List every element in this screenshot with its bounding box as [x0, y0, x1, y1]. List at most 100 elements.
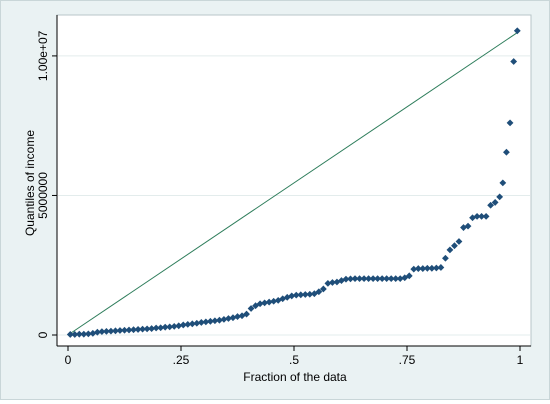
x-tick-label: 1 [517, 353, 524, 367]
y-tick-label: 5000000 [36, 172, 50, 219]
data-point [396, 275, 404, 283]
data-point [351, 275, 359, 283]
data-point [112, 327, 119, 335]
data-point [80, 330, 88, 338]
data-point [107, 327, 115, 335]
data-point [261, 299, 269, 307]
data-point [496, 193, 504, 201]
data-point [103, 327, 110, 335]
data-point [197, 319, 205, 326]
data-point [211, 317, 219, 325]
data-point [121, 326, 128, 334]
data-point [93, 328, 101, 336]
data-point [432, 264, 440, 272]
data-point [301, 291, 309, 298]
x-tick-label: 0 [65, 353, 72, 367]
data-point [206, 317, 214, 325]
data-point [270, 297, 278, 305]
data-point [130, 326, 137, 334]
data-point [220, 315, 228, 323]
data-point [513, 27, 521, 35]
data-point [487, 201, 495, 209]
y-tick-label: 0 [36, 331, 50, 338]
reference-line-layer [67, 30, 521, 336]
data-point [324, 279, 332, 287]
data-point [84, 330, 92, 338]
data-point [247, 305, 255, 312]
x-tick-label: .75 [399, 353, 416, 367]
data-point [234, 313, 241, 320]
data-point [66, 331, 74, 338]
data-point [423, 264, 431, 272]
data-point [202, 318, 210, 326]
data-point [71, 331, 79, 338]
data-point [510, 58, 518, 65]
data-point [410, 265, 418, 273]
data-point [225, 315, 232, 322]
data-point [157, 324, 165, 332]
data-point [473, 212, 481, 220]
data-point [134, 326, 142, 333]
data-point [464, 222, 472, 230]
data-point [478, 212, 485, 220]
data-point [414, 265, 422, 272]
data-point [356, 275, 363, 283]
data-point [148, 325, 156, 332]
y-tick-label: 1.00e+07 [36, 30, 50, 81]
data-point [428, 264, 436, 272]
data-point [193, 319, 201, 327]
data-point [499, 179, 507, 187]
data-point [243, 310, 250, 318]
data-point [329, 279, 336, 286]
grid-lines [58, 55, 530, 336]
data-point [297, 291, 305, 299]
data-point [482, 212, 490, 220]
data-points [66, 27, 521, 338]
x-tick-label: .5 [289, 353, 299, 367]
data-point [387, 275, 395, 283]
data-point [161, 323, 169, 331]
data-point [179, 321, 187, 329]
data-point [347, 275, 354, 283]
data-point [229, 314, 237, 322]
data-point [98, 328, 106, 336]
x-tick-label: .25 [173, 353, 190, 367]
data-point [460, 224, 467, 231]
x-axis-label: Fraction of the data [243, 370, 347, 384]
data-point [369, 275, 377, 283]
data-point [89, 329, 97, 337]
tick-labels: 0 .25 .5 .75 1 0 5000000 1.00e+07 [36, 30, 524, 367]
data-point [170, 322, 178, 330]
data-point [188, 320, 196, 328]
data-point [256, 300, 264, 308]
data-point [265, 298, 273, 306]
data-point [175, 322, 183, 330]
data-point [116, 327, 124, 334]
data-point [184, 320, 192, 328]
data-point [306, 290, 314, 298]
data-point [446, 246, 454, 254]
data-point [405, 272, 413, 280]
data-point [365, 275, 372, 283]
data-point [315, 288, 323, 296]
data-point [152, 324, 160, 332]
data-point [319, 285, 327, 293]
data-point [216, 316, 223, 324]
y-axis-label: Quantiles of income [23, 130, 37, 236]
data-point [455, 238, 463, 245]
data-point [419, 265, 427, 272]
data-point [125, 326, 133, 334]
data-point [342, 275, 350, 283]
data-point [378, 275, 386, 283]
data-point [166, 323, 174, 331]
axes [52, 15, 531, 351]
data-point [288, 292, 296, 300]
data-point [392, 275, 400, 283]
data-point [383, 275, 391, 283]
data-point [491, 199, 499, 206]
data-point [437, 264, 445, 271]
data-point [503, 148, 510, 156]
data-point [506, 119, 514, 127]
